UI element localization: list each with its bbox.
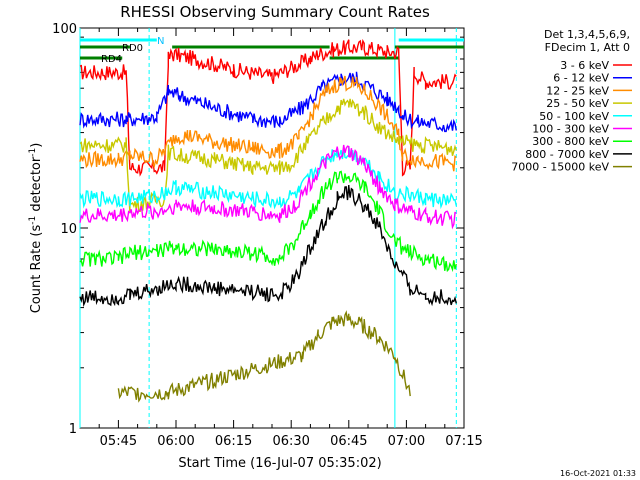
annotation-bar-label: RD0 (122, 43, 143, 54)
legend-item-label: 25 - 50 keV (546, 97, 609, 110)
plot-frame (79, 27, 465, 429)
series-line (117, 310, 411, 403)
x-tick-label: 06:00 (157, 434, 194, 449)
series-line (79, 75, 457, 172)
annotation-bar-label: N (157, 36, 164, 47)
y-label-exp: -1 (28, 148, 38, 157)
legend-header: Det 1,3,4,5,6,9, (544, 28, 630, 41)
legend-header: FDecim 1, Att 0 (545, 41, 630, 54)
series-line (79, 38, 457, 177)
y-tick-label: 100 (52, 22, 77, 37)
legend-item-label: 800 - 7000 keV (525, 148, 609, 161)
series-lines (79, 38, 457, 403)
y-tick-label: 1 (69, 422, 77, 437)
annotation-bar-label: RD4 (101, 54, 122, 65)
legend-item-label: 7000 - 15000 keV (511, 161, 609, 174)
y-label-part: detector (29, 156, 44, 216)
y-axis: 1 10 100 (52, 22, 464, 437)
x-tick-label: 07:00 (388, 434, 425, 449)
y-tick-label: 10 (60, 222, 77, 237)
chart-title: RHESSI Observing Summary Count Rates (120, 3, 430, 21)
x-axis-label: Start Time (16-Jul-07 05:35:02) (178, 456, 381, 471)
footer-date: 16-Oct-2021 01:33 (560, 469, 636, 478)
x-tick-label: 07:15 (445, 434, 482, 449)
series-line (79, 170, 457, 273)
x-tick-label: 06:45 (330, 434, 367, 449)
vertical-markers (79, 28, 457, 428)
x-axis: 05:45 06:00 06:15 06:30 06:45 07:00 07:15 (79, 28, 483, 449)
legend-item-label: 6 - 12 keV (553, 72, 609, 85)
x-tick-label: 05:45 (100, 434, 137, 449)
series-line (79, 144, 457, 230)
y-label-part: Count Rate (s (29, 225, 44, 314)
x-tick-label: 06:15 (215, 434, 252, 449)
series-line (79, 71, 457, 133)
legend-item-label: 100 - 300 keV (532, 123, 609, 136)
y-axis-label: Count Rate (s-1 detector-1) (28, 143, 44, 314)
series-line (79, 98, 457, 213)
series-line (79, 146, 457, 210)
series-line (79, 184, 457, 308)
x-tick-label: 06:30 (272, 434, 309, 449)
legend-item-label: 3 - 6 keV (560, 59, 609, 72)
y-label-exp: -1 (28, 216, 38, 225)
legend: Det 1,3,4,5,6,9,FDecim 1, Att 0 3 - 6 keV… (511, 28, 632, 174)
legend-item-label: 12 - 25 keV (546, 84, 609, 97)
y-label-part: ) (29, 143, 44, 148)
legend-item-label: 50 - 100 keV (539, 110, 609, 123)
legend-item-label: 300 - 800 keV (532, 135, 609, 148)
